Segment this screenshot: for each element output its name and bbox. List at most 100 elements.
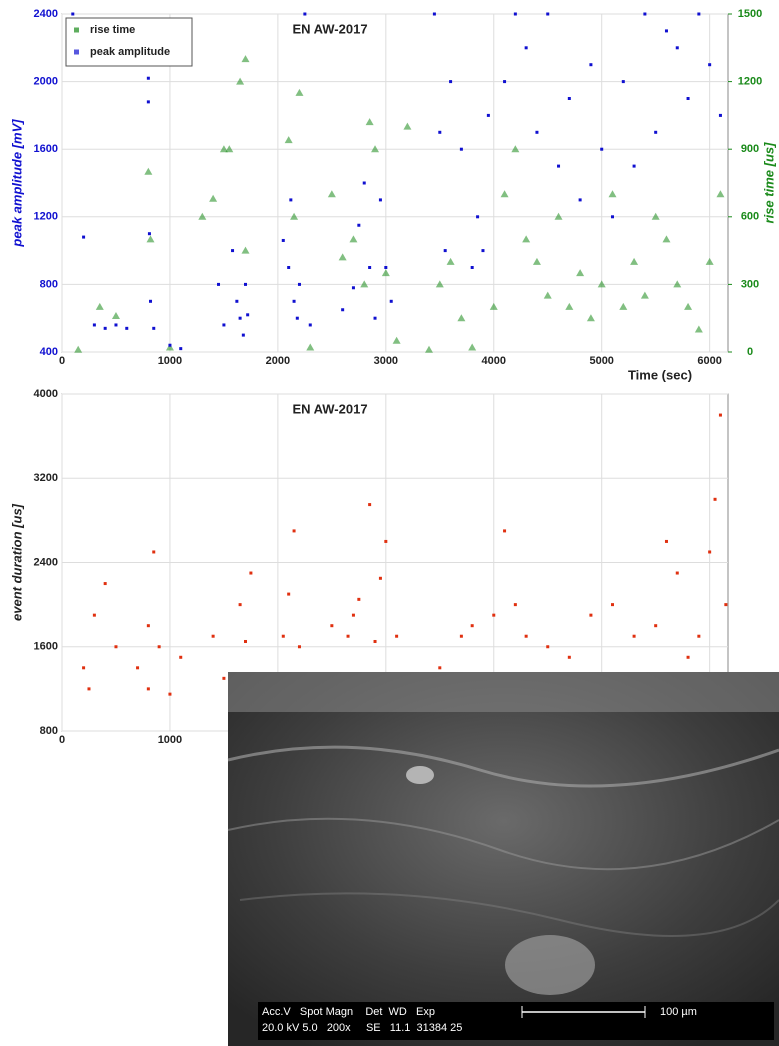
point [136,666,140,670]
x-tick-label: 0 [59,734,65,746]
point [303,12,307,16]
point [673,280,682,288]
point [589,63,593,67]
point [238,316,242,320]
point [357,223,361,227]
point [165,343,174,351]
point [146,687,150,691]
point [492,613,496,617]
point [365,118,374,126]
point [168,343,172,347]
point [368,266,372,269]
point [535,130,539,134]
y2-tick-label: 300 [741,278,759,290]
point [219,145,228,153]
point [694,325,703,333]
point [371,145,380,153]
point [640,291,649,299]
info-bar [258,1002,774,1040]
y-tick-label: 1600 [34,641,58,653]
point [476,215,480,219]
point [684,302,693,310]
point [360,280,369,288]
point [578,198,582,202]
point [718,413,722,417]
point [71,12,75,16]
chart-title: EN AW-2017 [292,21,367,36]
point [438,666,442,670]
point [432,12,436,16]
point [513,603,517,607]
point [708,550,712,554]
point [287,266,291,269]
legend-box [65,17,193,67]
x-tick-label: 5000 [589,355,613,367]
point [686,655,690,659]
point [306,343,315,351]
point [543,291,552,299]
point [249,571,253,575]
point [295,88,304,96]
point [425,345,434,353]
info-header: Acc.V Spot Magn Det WD Exp [262,1006,435,1018]
x-tick-label: 6000 [697,355,721,367]
point [457,314,466,322]
point [357,597,361,601]
point [470,266,474,269]
y-tick-label: 800 [40,725,58,737]
point [546,645,550,649]
point [111,311,120,319]
y-tick-label: 4000 [34,388,58,400]
point [664,29,668,33]
texture [227,817,779,871]
point [589,613,593,617]
x-tick-label: 4000 [482,355,506,367]
point [716,190,725,198]
point [157,645,161,649]
point [503,529,507,533]
y2-tick-label: 0 [747,346,753,358]
point [179,347,183,351]
point [146,100,150,104]
point [87,687,91,691]
point [470,624,474,628]
x-axis-label: Time (sec) [628,367,692,382]
point [146,235,155,243]
point [82,235,86,239]
point [662,235,671,243]
point [211,634,215,638]
point [567,655,571,659]
point [103,326,107,330]
point [395,634,399,638]
point [149,299,153,303]
plot-area [61,13,729,353]
point [235,299,239,303]
micrograph-edge [228,672,779,712]
point [597,280,606,288]
point [708,63,712,67]
point [503,80,507,84]
point [511,145,520,153]
point [384,539,388,543]
point [351,286,355,290]
micrograph: Acc.V Spot Magn Det WD Exp 20.0 kV 5.0 2… [227,672,779,1046]
legend-label: rise time [90,24,135,36]
legend-marker [74,27,79,33]
point [632,634,636,638]
point [643,12,647,16]
point [297,645,301,649]
y2-tick-label: 600 [741,211,759,223]
y-tick-label: 2400 [34,8,58,20]
point [384,266,388,269]
point [546,12,550,16]
point [438,130,442,134]
point [565,302,574,310]
point [576,269,585,277]
point [378,576,382,580]
point [144,167,153,175]
charts: 0 1000 2000 3000 4000 5000 6000400800120016002… [9,8,776,746]
point [724,603,728,607]
point [459,147,463,151]
point [468,343,477,351]
